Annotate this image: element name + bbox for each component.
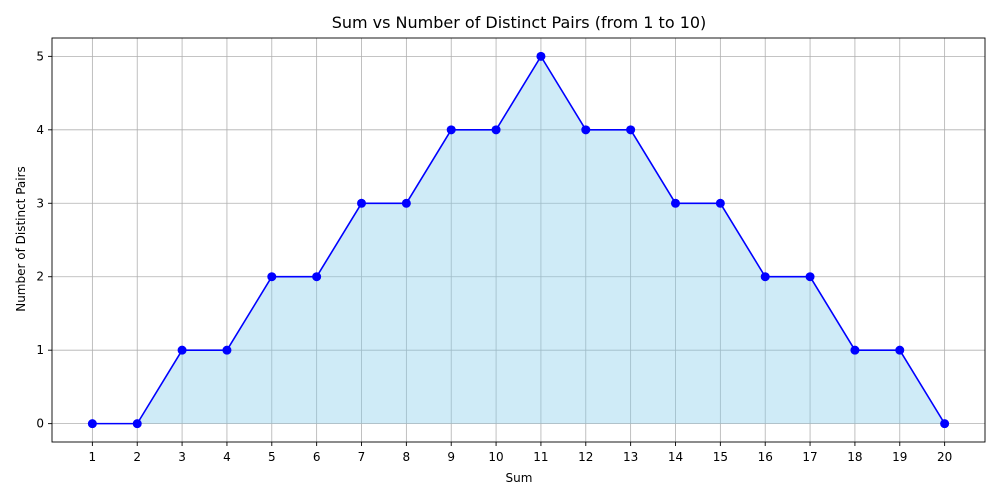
data-point [760, 272, 770, 282]
x-tick-label: 12 [578, 450, 593, 464]
x-tick-label: 14 [668, 450, 683, 464]
data-point [401, 198, 411, 208]
x-tick-label: 4 [223, 450, 231, 464]
x-tick-label: 13 [623, 450, 638, 464]
x-tick-label: 5 [268, 450, 276, 464]
x-tick-label: 17 [802, 450, 817, 464]
chart-title: Sum vs Number of Distinct Pairs (from 1 … [332, 13, 707, 32]
x-tick-label: 19 [892, 450, 907, 464]
y-tick-label: 1 [36, 343, 44, 357]
data-point [805, 272, 815, 282]
x-tick-label: 1 [89, 450, 97, 464]
data-point [895, 345, 905, 355]
y-tick-label: 3 [36, 196, 44, 210]
x-tick-label: 6 [313, 450, 321, 464]
data-point [536, 51, 546, 61]
data-point [446, 125, 456, 135]
data-point [132, 419, 142, 429]
y-tick-label: 4 [36, 123, 44, 137]
data-point [715, 198, 725, 208]
x-axis-label: Sum [506, 471, 533, 485]
y-axis-label: Number of Distinct Pairs [14, 166, 28, 312]
x-tick-label: 10 [488, 450, 503, 464]
data-point [670, 198, 680, 208]
series-line-layer [92, 54, 946, 425]
y-tick-label: 2 [36, 270, 44, 284]
data-point [581, 125, 591, 135]
data-point [357, 198, 367, 208]
data-point [626, 125, 636, 135]
x-tick-label: 16 [758, 450, 773, 464]
x-tick-label: 2 [133, 450, 141, 464]
plot-frame [51, 37, 986, 443]
data-point [312, 272, 322, 282]
data-point [177, 345, 187, 355]
x-tick-label: 18 [847, 450, 862, 464]
data-point [87, 419, 97, 429]
data-point [222, 345, 232, 355]
data-point [267, 272, 277, 282]
y-tick-label: 5 [36, 49, 44, 63]
x-tick-label: 3 [178, 450, 186, 464]
x-tick-label: 15 [713, 450, 728, 464]
x-tick-label: 7 [358, 450, 366, 464]
data-point [491, 125, 501, 135]
series-line [92, 54, 946, 425]
area-fill-layer [92, 56, 945, 424]
marker-layer [87, 51, 950, 429]
data-point [850, 345, 860, 355]
x-tick-label: 8 [403, 450, 411, 464]
y-tick-label: 0 [36, 417, 44, 431]
axes [48, 37, 986, 446]
data-point [940, 419, 950, 429]
area-fill [92, 56, 945, 424]
x-tick-label: 20 [937, 450, 952, 464]
x-tick-label: 9 [447, 450, 455, 464]
grid-lines [52, 38, 985, 442]
x-tick-label: 11 [533, 450, 548, 464]
